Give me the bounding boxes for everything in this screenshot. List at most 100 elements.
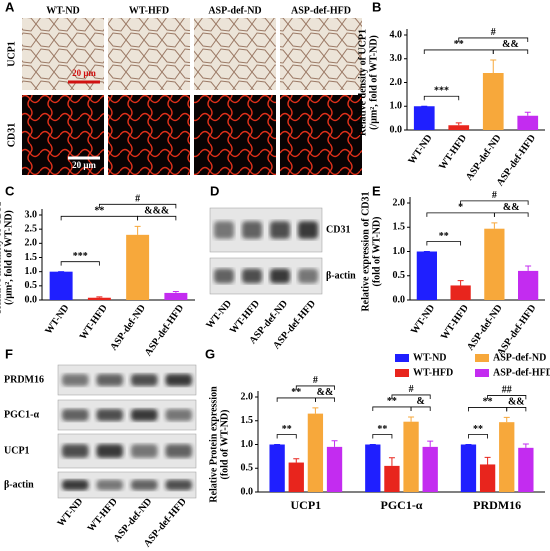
significance-label: && [317,387,334,398]
ucp1-micrograph [108,18,190,90]
error-bar [484,456,491,465]
significance-label: ## [502,385,512,396]
significance-bracket [423,95,460,101]
significance-label: ** [377,424,387,435]
y-axis-label: (/μm², fold of WT-ND) [368,35,379,130]
cd31-micrograph [108,95,190,175]
significance-bracket [372,406,412,411]
blot-band [131,479,158,491]
y-tick-label: 0.0 [25,294,38,305]
significance-bracket [276,397,316,402]
blot-band [165,479,192,491]
band-label: CD31 [326,224,350,235]
band-label: PGC1-α [4,409,39,420]
significance-label: *** [73,251,88,262]
column-label: ASP-def-HFD [291,5,351,16]
significance-label: && [508,397,525,408]
x-tick-label: UCP1 [290,498,321,512]
x-tick-label: PRDM16 [473,498,521,512]
error-bar [427,440,434,447]
significance-bracket [460,200,529,205]
bar [499,422,515,492]
blot-band [96,444,123,458]
blot-band [270,268,290,284]
y-tick-label: 3.0 [390,53,403,64]
bar [384,465,400,492]
bar [403,421,419,492]
significance-label: ** [387,396,397,407]
blot-band [62,409,89,421]
significance-label: # [313,375,318,386]
blot-band [165,444,192,458]
y-tick-label: 1.5 [393,222,406,233]
significance-label: &&& [144,206,169,217]
blot-band [62,374,89,386]
bar [413,106,435,130]
column-label: WT-ND [46,5,80,16]
blot-band [242,268,262,284]
blot-band [214,268,234,284]
panel-letter: A [5,0,15,14]
panel-letter: E [372,183,381,198]
blot-band [131,409,158,421]
significance-bracket [276,434,297,439]
y-tick-label: 4.0 [390,29,403,40]
blot-band [62,444,89,458]
legend-swatch [475,354,489,362]
panel-letter: F [5,346,13,361]
column-label: ASP-def-ND [208,5,261,16]
error-bar [503,416,510,423]
blot-band [131,374,158,386]
bar [365,444,381,492]
error-bar [172,291,179,293]
significance-bracket [493,212,529,217]
scale-bar-label: 20 μm [72,160,96,170]
significance-bracket [60,215,139,221]
bar [484,228,505,300]
y-axis-label: (fold of WT-ND) [371,216,382,286]
x-tick-label: WT-HFD [437,133,469,172]
significance-label: ** [454,39,464,50]
error-bar [525,265,532,271]
cd31-micrograph [280,95,362,175]
significance-bracket [426,241,462,246]
ucp1-micrograph [194,18,276,90]
significance-label: & [416,396,424,407]
error-bar [96,296,103,298]
significance-label: # [492,190,497,201]
bar [448,125,470,130]
y-tick-label: 1.5 [241,415,254,426]
y-tick-label: 1.0 [25,266,38,277]
bar [460,444,477,492]
scale-bar-label: 20 μm [72,68,96,78]
y-tick-label: 2.0 [25,238,38,249]
y-tick-label: 0.0 [390,124,403,135]
error-bar [455,122,462,126]
significance-bracket [458,37,529,42]
legend-label: WT-HFD [413,367,453,378]
y-axis-label: Relative intensity of CD31 [0,202,3,314]
error-bar [408,416,415,422]
x-tick-label: WT-HFD [439,303,471,342]
significance-bracket [137,215,177,221]
y-tick-label: 3.0 [25,209,38,220]
x-tick-label: PGC1-α [380,498,422,512]
blot-band [165,409,192,421]
blot-band [214,221,234,239]
significance-bracket [295,385,335,390]
blot-band [165,374,192,386]
significance-bracket [410,406,431,411]
blot-band [62,479,89,491]
significance-label: ** [473,424,483,435]
blot-band [96,374,123,386]
significance-bracket [468,407,508,412]
bar [518,447,534,492]
bar [87,297,111,300]
lane-label: WT-ND [55,496,85,529]
y-tick-label: 2.0 [241,391,254,402]
legend-label: ASP-def-HFD [493,367,550,378]
significance-label: *** [434,86,449,97]
significance-label: # [491,27,496,38]
significance-label: # [409,384,414,395]
